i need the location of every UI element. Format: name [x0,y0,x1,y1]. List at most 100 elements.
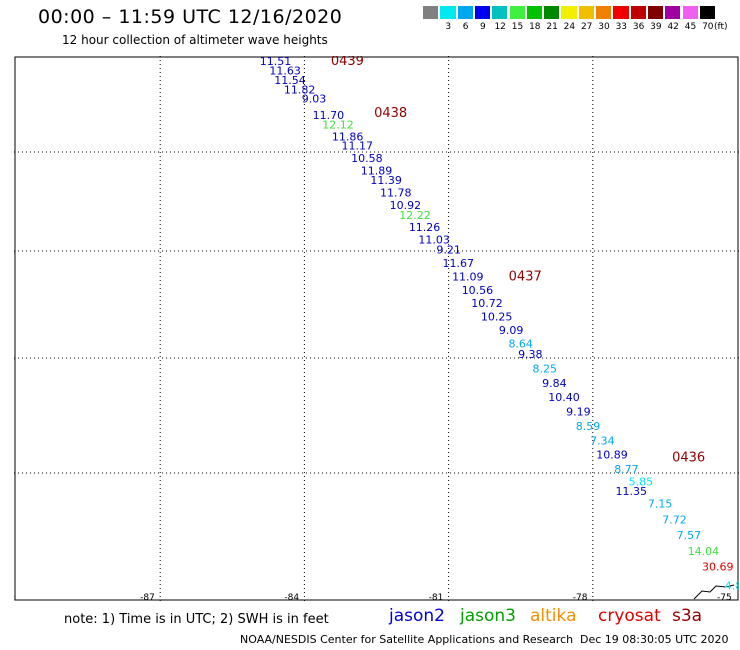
lon-tick-label: -87 [140,593,155,601]
legend-swatch [474,6,491,19]
wave-height-value: 9.09 [499,324,524,337]
legend-swatch [440,6,456,19]
wave-height-value: 8.59 [576,420,601,433]
wave-height-value: 11.82 [284,83,316,96]
wave-height-value: 7.15 [648,498,673,511]
lon-tick-label: -90 [14,593,15,601]
legend-swatch [492,6,508,19]
legend-label: 70 [702,22,714,32]
pass-time-labels: 0439 0438 0437 0436 [331,56,705,466]
legend-label: 36 [632,22,645,32]
footer-note: note: 1) Time is in UTC; 2) SWH is in fe… [64,612,329,627]
legend-swatch [596,6,612,19]
pass-time-label: 0436 [672,451,705,466]
credit-line: NOAA/NESDIS Center for Satellite Applica… [240,633,574,646]
legend-swatch [613,6,629,19]
wave-height-value: 14.04 [688,545,720,558]
wave-height-value: 11.70 [313,109,345,122]
wave-height-value: 8.25 [532,362,557,375]
legend-label: 18 [529,22,541,32]
wave-height-value: 11.39 [370,174,402,187]
legend-label: 27 [580,22,593,32]
legend-label: 30 [598,22,610,32]
wave-height-value: 7.57 [677,529,702,542]
wave-height-value: 10.40 [548,391,580,404]
legend-label: 15 [511,22,524,32]
axis-tick-labels: -90 -87 -84 -81 -78 -75 -60 -62 -64 -66 -68 -70 [14,56,732,601]
legend-swatch [578,6,594,19]
legend-label: 39 [650,22,662,32]
satellite-label-jason3: jason3 [460,606,516,626]
satellite-label-cryosat: cryosat [598,606,661,626]
legend-swatch [457,6,473,19]
wave-height-value: 4.81 [725,580,739,593]
satellite-label-altika: altika [530,606,577,626]
map-plot: -90 -87 -84 -81 -78 -75 -60 -62 -64 -66 -68 -70 11.… [14,56,739,601]
wave-height-value: 11.63 [269,64,301,77]
lat-tick-label: -64 [14,248,15,258]
legend-swatch [699,6,716,19]
graticule [14,56,739,601]
wave-height-value: 11.67 [442,257,474,270]
legend-swatch [561,6,577,19]
legend-swatch [647,6,664,19]
wave-height-value: 9.38 [518,348,543,361]
wave-height-value: 11.54 [274,74,306,87]
satellite-label-s3a: s3a [672,606,703,626]
wave-height-value: 11.78 [380,187,412,200]
wave-height-value: 9.84 [542,377,567,390]
legend-label: 21 [546,22,558,32]
wave-height-value: 7.34 [590,434,615,447]
map-frame [14,56,739,601]
wave-height-value: 5.85 [629,476,654,489]
wave-height-value: 11.35 [616,485,648,498]
lon-tick-label: -81 [429,593,444,601]
wave-height-value: 10.72 [471,297,503,310]
generation-timestamp: Dec 19 08:30:05 UTC 2020 [580,633,729,646]
lat-tick-label: -68 [14,470,15,480]
lat-tick-label: -60 [14,56,15,65]
wave-height-value: 9.03 [302,93,327,106]
legend-swatch [544,6,560,19]
wave-height-value: 8.64 [508,337,533,350]
wave-height-value: 10.56 [462,284,494,297]
legend-unit: (ft) [714,22,728,32]
lat-tick-label: -70 [14,596,15,601]
legend-label: 9 [480,22,486,32]
wave-height-value: 10.25 [481,311,513,324]
pass-time-label: 0439 [331,56,364,69]
wave-height-value: 9.21 [436,244,461,257]
lon-tick-label: -75 [717,593,732,601]
wave-height-value: 11.17 [342,140,374,153]
wave-height-value: 8.77 [614,463,639,476]
legend-label: 45 [684,22,697,32]
legend-swatch [630,6,646,19]
wave-height-value: 10.58 [351,152,383,165]
legend-swatch [665,6,681,19]
wave-height-value: 11.09 [452,270,484,283]
wave-height-value: 10.92 [390,199,422,212]
legend-label: 33 [615,22,628,32]
observations-layer: 11.5111.6311.5411.829.0311.7012.1211.861… [260,56,739,593]
wave-height-value: 11.03 [418,234,450,247]
legend-label: 24 [563,22,576,32]
wave-height-value: 12.12 [322,119,354,132]
map-subtitle: 12 hour collection of altimeter wave hei… [62,33,328,47]
legend-label: 12 [494,22,506,32]
wave-height-value: 11.89 [361,164,393,177]
wave-height-value: 9.19 [566,406,591,419]
legend-swatch [526,6,543,19]
wave-height-value: 10.89 [596,449,628,462]
wave-height-value: 11.51 [260,56,292,68]
lon-tick-label: -78 [573,593,588,601]
lat-tick-label: -66 [14,355,15,365]
legend-label: 6 [462,22,469,32]
satellite-label-jason2: jason2 [389,606,445,626]
pass-time-label: 0438 [374,106,407,121]
coastline [693,584,735,600]
legend-label: 3 [445,22,452,32]
wave-height-value: 30.69 [702,561,734,574]
legend-swatch [423,6,439,19]
legend-label: 42 [667,22,679,32]
wave-height-value: 11.26 [409,221,441,234]
